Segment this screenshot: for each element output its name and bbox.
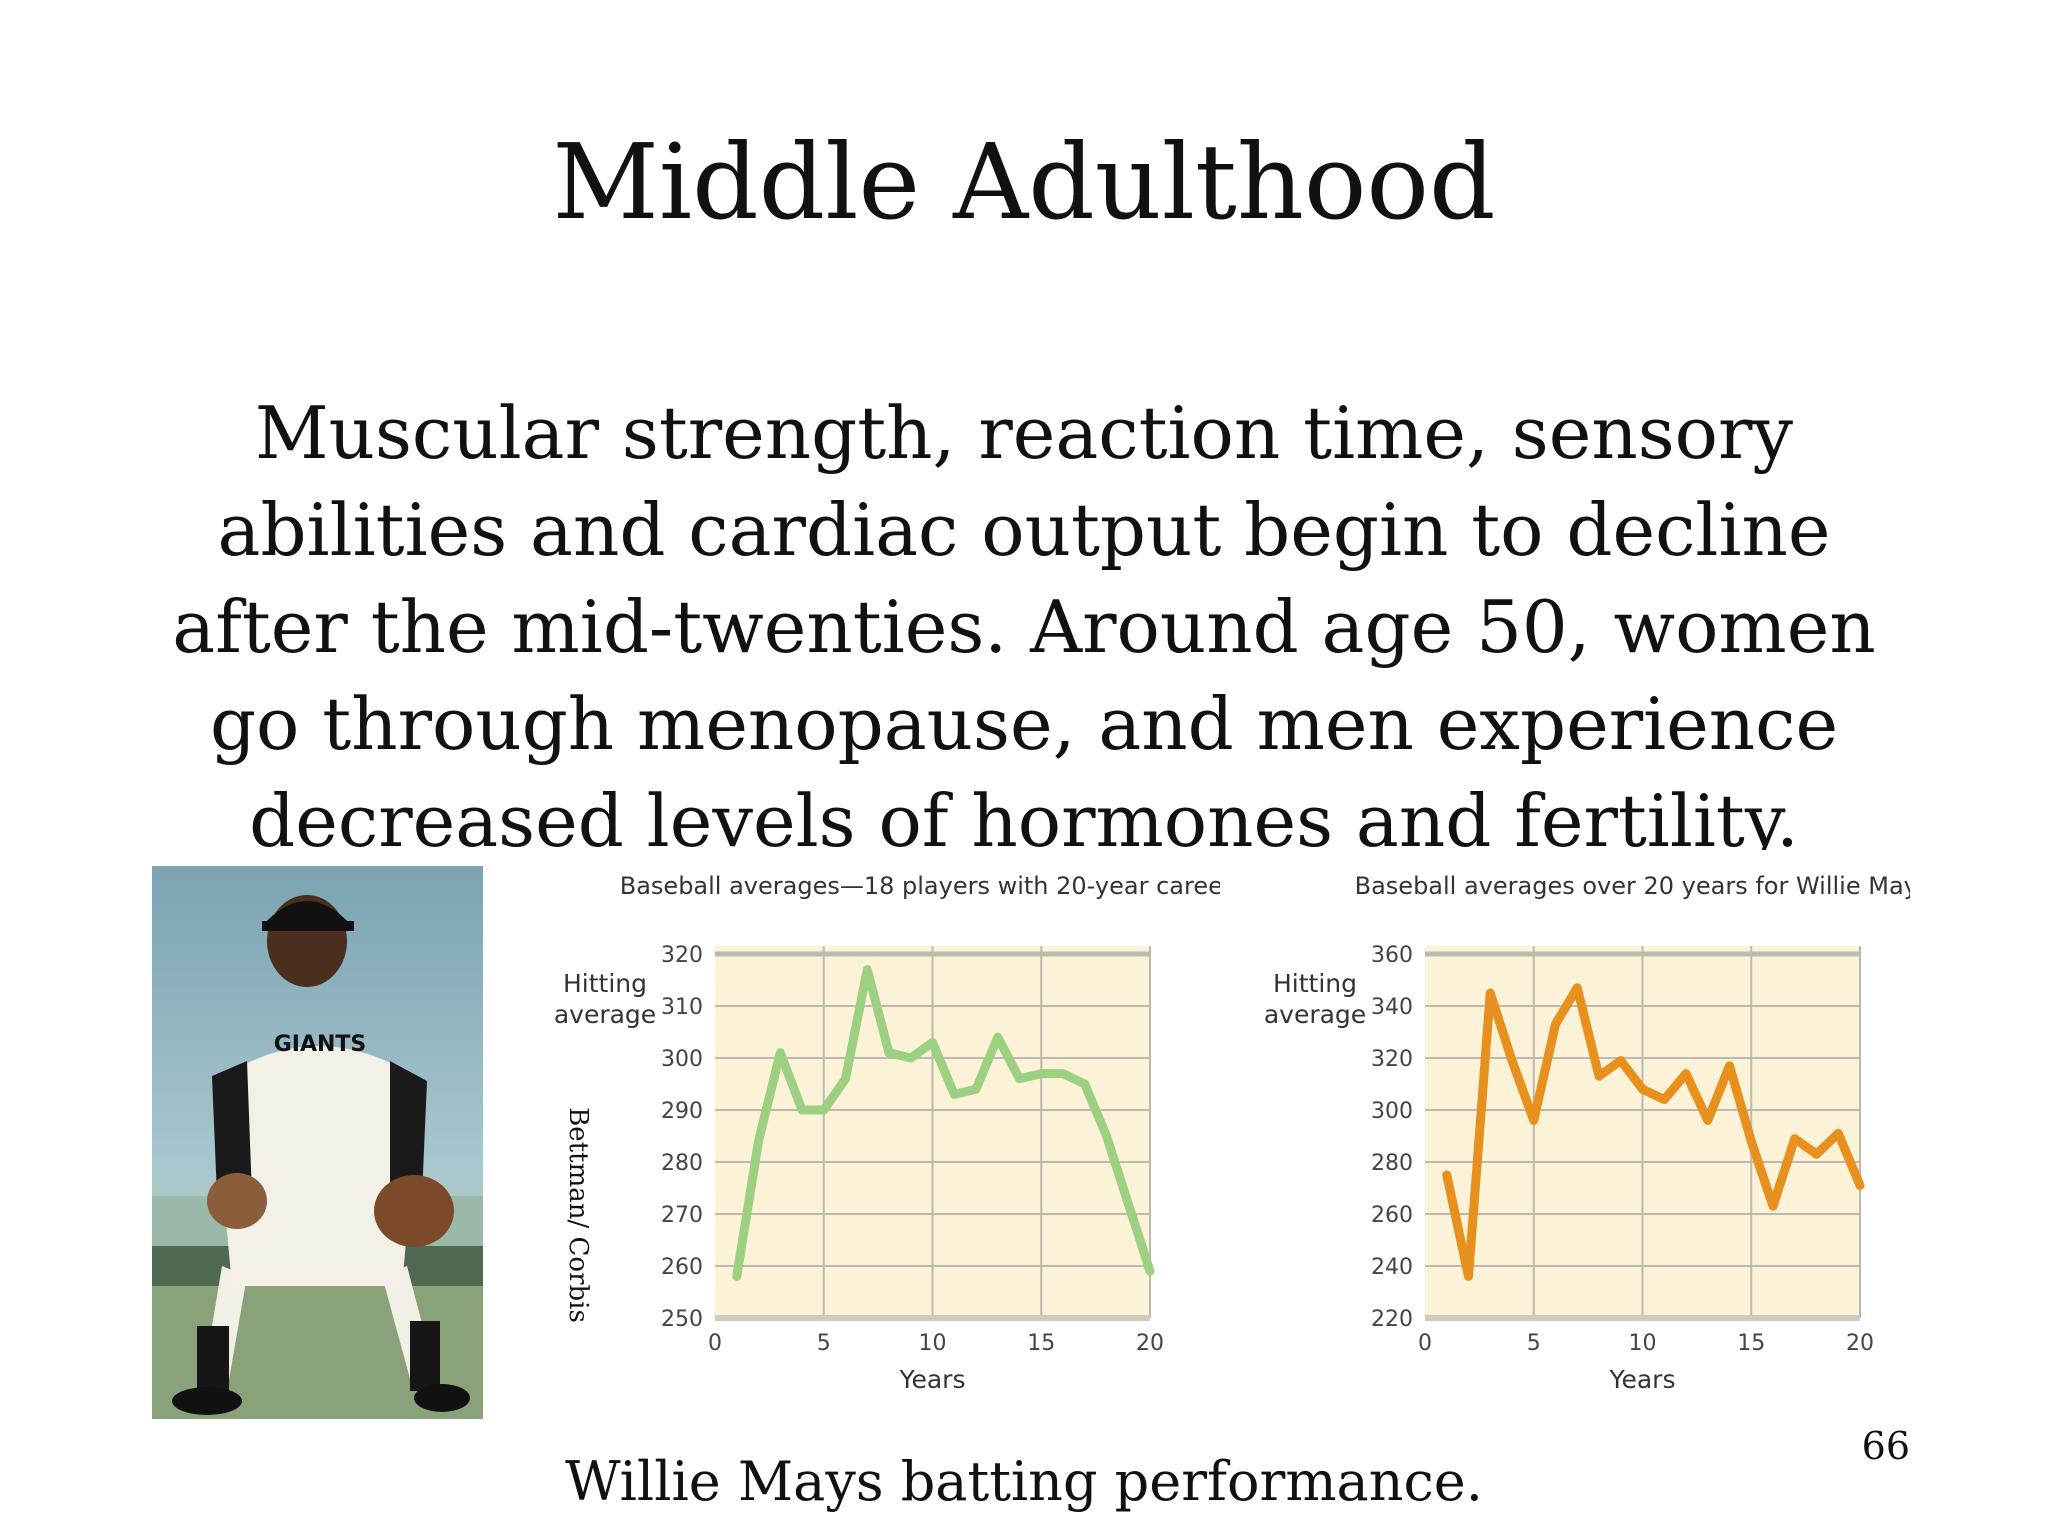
chart1-data-point [844,1077,847,1081]
chart1-data-point [800,1108,804,1112]
chart1-ytick-label: 320 [661,943,703,968]
chart1-xtick-label: 0 [708,1331,722,1356]
chart1-data-point [735,1274,739,1278]
chart1-data-point [778,1051,782,1055]
chart1-ytick-label: 270 [661,1203,703,1228]
chart1-data-point [757,1139,760,1143]
chart2-data-point [1662,1098,1666,1102]
slide-body-text: Muscular strength, reaction time, sensor… [172,391,1876,850]
chart1-xtick-label: 20 [1136,1331,1164,1356]
jersey-lettering: GIANTS [274,1032,367,1057]
chart2-ytick-label: 280 [1371,1151,1413,1176]
chart-18-players-svg: Baseball averages—18 players with 20-yea… [554,872,1245,1394]
chart1-data-point [931,1040,934,1044]
chart2-series-line [1442,983,1865,1281]
chart1-data-point [974,1087,978,1091]
chart2-data-point [1836,1131,1840,1135]
chart2-ytick-label: 240 [1371,1255,1413,1280]
chart2-data-point [1684,1072,1688,1076]
chart2-data-point [1858,1183,1862,1187]
chart1-data-point [909,1056,913,1060]
chart-willie-mays-svg: Baseball averages over 20 years for Will… [1264,872,1931,1394]
chart1-ytick-label: 260 [661,1255,703,1280]
chart2-data-point [1749,1139,1753,1143]
chart1-ytick-label: 290 [661,1099,703,1124]
chart2-xlabel: Years [1609,1365,1676,1394]
chart1-data-point [865,968,869,972]
chart2-data-point [1488,991,1492,995]
chart-willie-mays: Baseball averages over 20 years for Will… [1250,866,1931,1426]
chart1-data-point [952,1092,956,1096]
chart2-data-point [1793,1137,1797,1141]
chart1-data-point [996,1035,1000,1039]
chart2-data-point [1532,1118,1536,1122]
chart1-data-point [887,1051,891,1055]
chart-18-players: Baseball averages—18 players with 20-yea… [540,866,1245,1426]
chart2-data-point [1575,986,1579,990]
chart1-data-point [1039,1072,1043,1076]
chart1-ylabel: Hitting average [554,969,656,1029]
chart2-ytick-label: 360 [1371,943,1413,968]
chart2-ytick-label: 300 [1371,1099,1413,1124]
chart2-data-point [1641,1087,1644,1091]
chart1-xlabel: Years [899,1365,966,1394]
chart2-data-point [1445,1173,1449,1177]
chart1-ytick-label: 280 [661,1151,703,1176]
chart2-xtick-label: 0 [1418,1331,1432,1356]
chart2-xtick-label: 10 [1629,1331,1657,1356]
chart1-data-point [822,1108,826,1112]
chart2-data-point [1597,1074,1601,1078]
chart2-ylabel: Hitting average [1264,969,1366,1029]
chart1-title: Baseball averages—18 players with 20-yea… [620,872,1220,900]
chart1-xtick-label: 15 [1027,1331,1055,1356]
page-number: 66 [1861,1424,1910,1468]
chart2-data-point [1510,1059,1514,1063]
chart1-series-line [732,965,1155,1281]
chart2-data-point [1728,1064,1731,1068]
chart1-ytick-label: 310 [661,995,703,1020]
chart2-title: Baseball averages over 20 years for Will… [1355,872,1910,900]
chart1-xtick-label: 5 [817,1331,831,1356]
chart1-data-point [1018,1077,1021,1081]
chart1-data-point [1083,1082,1087,1086]
chart2-xtick-label: 15 [1737,1331,1765,1356]
chart1-data-point [1148,1269,1152,1273]
chart1-ytick-label: 300 [661,1047,703,1072]
chart1-data-point [1105,1134,1108,1138]
chart2-data-point [1554,1022,1557,1026]
chart2-xtick-label: 5 [1527,1331,1541,1356]
chart2-ytick-label: 260 [1371,1203,1413,1228]
chart2-data-point [1619,1059,1623,1063]
willie-mays-photo: GIANTS [152,866,483,1419]
slide-caption: Willie Mays batting performance. [565,1450,1483,1513]
chart1-ytick-label: 250 [661,1307,703,1332]
chart1-data-point [1061,1072,1065,1076]
slide-title: Middle Adulthood [552,121,1496,243]
chart2-data-point [1467,1274,1470,1278]
chart2-ytick-label: 340 [1371,995,1413,1020]
chart2-data-point [1706,1118,1710,1122]
chart2-ytick-label: 320 [1371,1047,1413,1072]
chart2-xtick-label: 20 [1846,1331,1874,1356]
chart2-data-point [1771,1204,1775,1208]
chart2-data-point [1815,1152,1818,1156]
chart1-data-point [1126,1202,1130,1206]
chart1-xtick-label: 10 [919,1331,947,1356]
chart2-ytick-label: 220 [1371,1307,1413,1332]
